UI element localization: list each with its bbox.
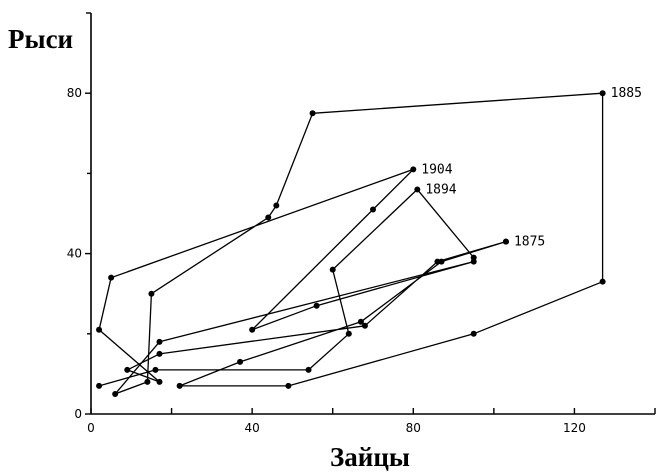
year-label: 1885 bbox=[611, 86, 642, 101]
data-point bbox=[329, 266, 336, 273]
data-point bbox=[156, 350, 163, 357]
data-point bbox=[370, 206, 376, 213]
x-axis-title: Зайцы bbox=[330, 442, 410, 472]
year-label: 1875 bbox=[514, 235, 545, 250]
data-point bbox=[152, 366, 159, 373]
data-point bbox=[470, 254, 477, 261]
series bbox=[96, 90, 606, 397]
data-point bbox=[148, 290, 155, 297]
data-point bbox=[313, 302, 320, 309]
data-point bbox=[108, 274, 115, 281]
data-point bbox=[361, 322, 368, 329]
data-point bbox=[237, 358, 244, 365]
data-point bbox=[144, 378, 151, 385]
data-point bbox=[470, 330, 477, 337]
data-point bbox=[156, 338, 163, 345]
data-point bbox=[124, 366, 131, 373]
year-annotations: 1885 1904 1894 1875 bbox=[421, 86, 642, 249]
data-point bbox=[273, 202, 280, 209]
data-point bbox=[599, 278, 606, 285]
data-point bbox=[156, 378, 163, 385]
data-point bbox=[502, 238, 509, 245]
data-point bbox=[599, 90, 606, 97]
axes bbox=[90, 13, 655, 415]
ticks: 0 40 80 0 40 80 120 bbox=[67, 12, 656, 435]
data-point bbox=[309, 110, 316, 117]
year-label: 1904 bbox=[421, 162, 452, 177]
data-point bbox=[285, 382, 292, 389]
data-point bbox=[96, 326, 103, 333]
data-point bbox=[176, 382, 183, 389]
data-point bbox=[410, 166, 417, 173]
y-tick-label: 80 bbox=[67, 86, 82, 100]
data-point bbox=[345, 330, 352, 337]
y-tick-label: 0 bbox=[74, 407, 82, 421]
year-label: 1894 bbox=[425, 182, 456, 197]
x-tick-label: 0 bbox=[87, 421, 95, 435]
data-point bbox=[357, 318, 364, 325]
data-point bbox=[112, 390, 119, 397]
x-tick-label: 80 bbox=[406, 421, 421, 435]
y-tick-label: 40 bbox=[67, 247, 82, 261]
data-point bbox=[96, 382, 103, 389]
data-point bbox=[265, 214, 272, 221]
x-tick-label: 40 bbox=[245, 421, 260, 435]
data-point bbox=[305, 366, 312, 373]
data-point bbox=[438, 258, 445, 265]
x-tick-label: 120 bbox=[563, 421, 586, 435]
y-axis-title: Рыси bbox=[8, 24, 73, 54]
data-point bbox=[414, 186, 421, 193]
data-point bbox=[249, 326, 256, 333]
